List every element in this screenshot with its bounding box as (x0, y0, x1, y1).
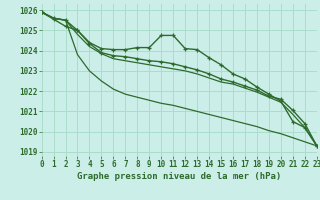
X-axis label: Graphe pression niveau de la mer (hPa): Graphe pression niveau de la mer (hPa) (77, 172, 281, 181)
